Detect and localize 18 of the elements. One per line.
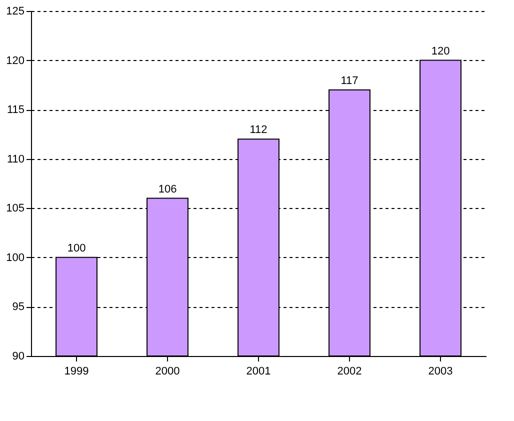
y-tick-label: 125 bbox=[6, 6, 24, 18]
data-label: 100 bbox=[67, 242, 86, 254]
data-label: 117 bbox=[340, 74, 358, 87]
x-tick-label: 2002 bbox=[337, 366, 362, 378]
data-label: 120 bbox=[431, 45, 450, 58]
y-tick-label: 95 bbox=[12, 301, 24, 314]
y-tick-label: 90 bbox=[12, 350, 24, 362]
y-tick-label: 115 bbox=[6, 104, 24, 116]
y-tick-label: 120 bbox=[6, 54, 24, 67]
x-tick-label: 2003 bbox=[428, 366, 453, 378]
y-tick-label: 105 bbox=[6, 202, 24, 215]
data-label: 106 bbox=[158, 183, 177, 196]
y-tick-label: 110 bbox=[6, 153, 24, 166]
x-tick-label: 1999 bbox=[64, 366, 89, 378]
data-label: 112 bbox=[250, 124, 268, 136]
x-tick-label: 2000 bbox=[155, 366, 180, 378]
y-tick-label: 100 bbox=[6, 252, 24, 264]
x-tick-label: 2001 bbox=[246, 366, 271, 378]
